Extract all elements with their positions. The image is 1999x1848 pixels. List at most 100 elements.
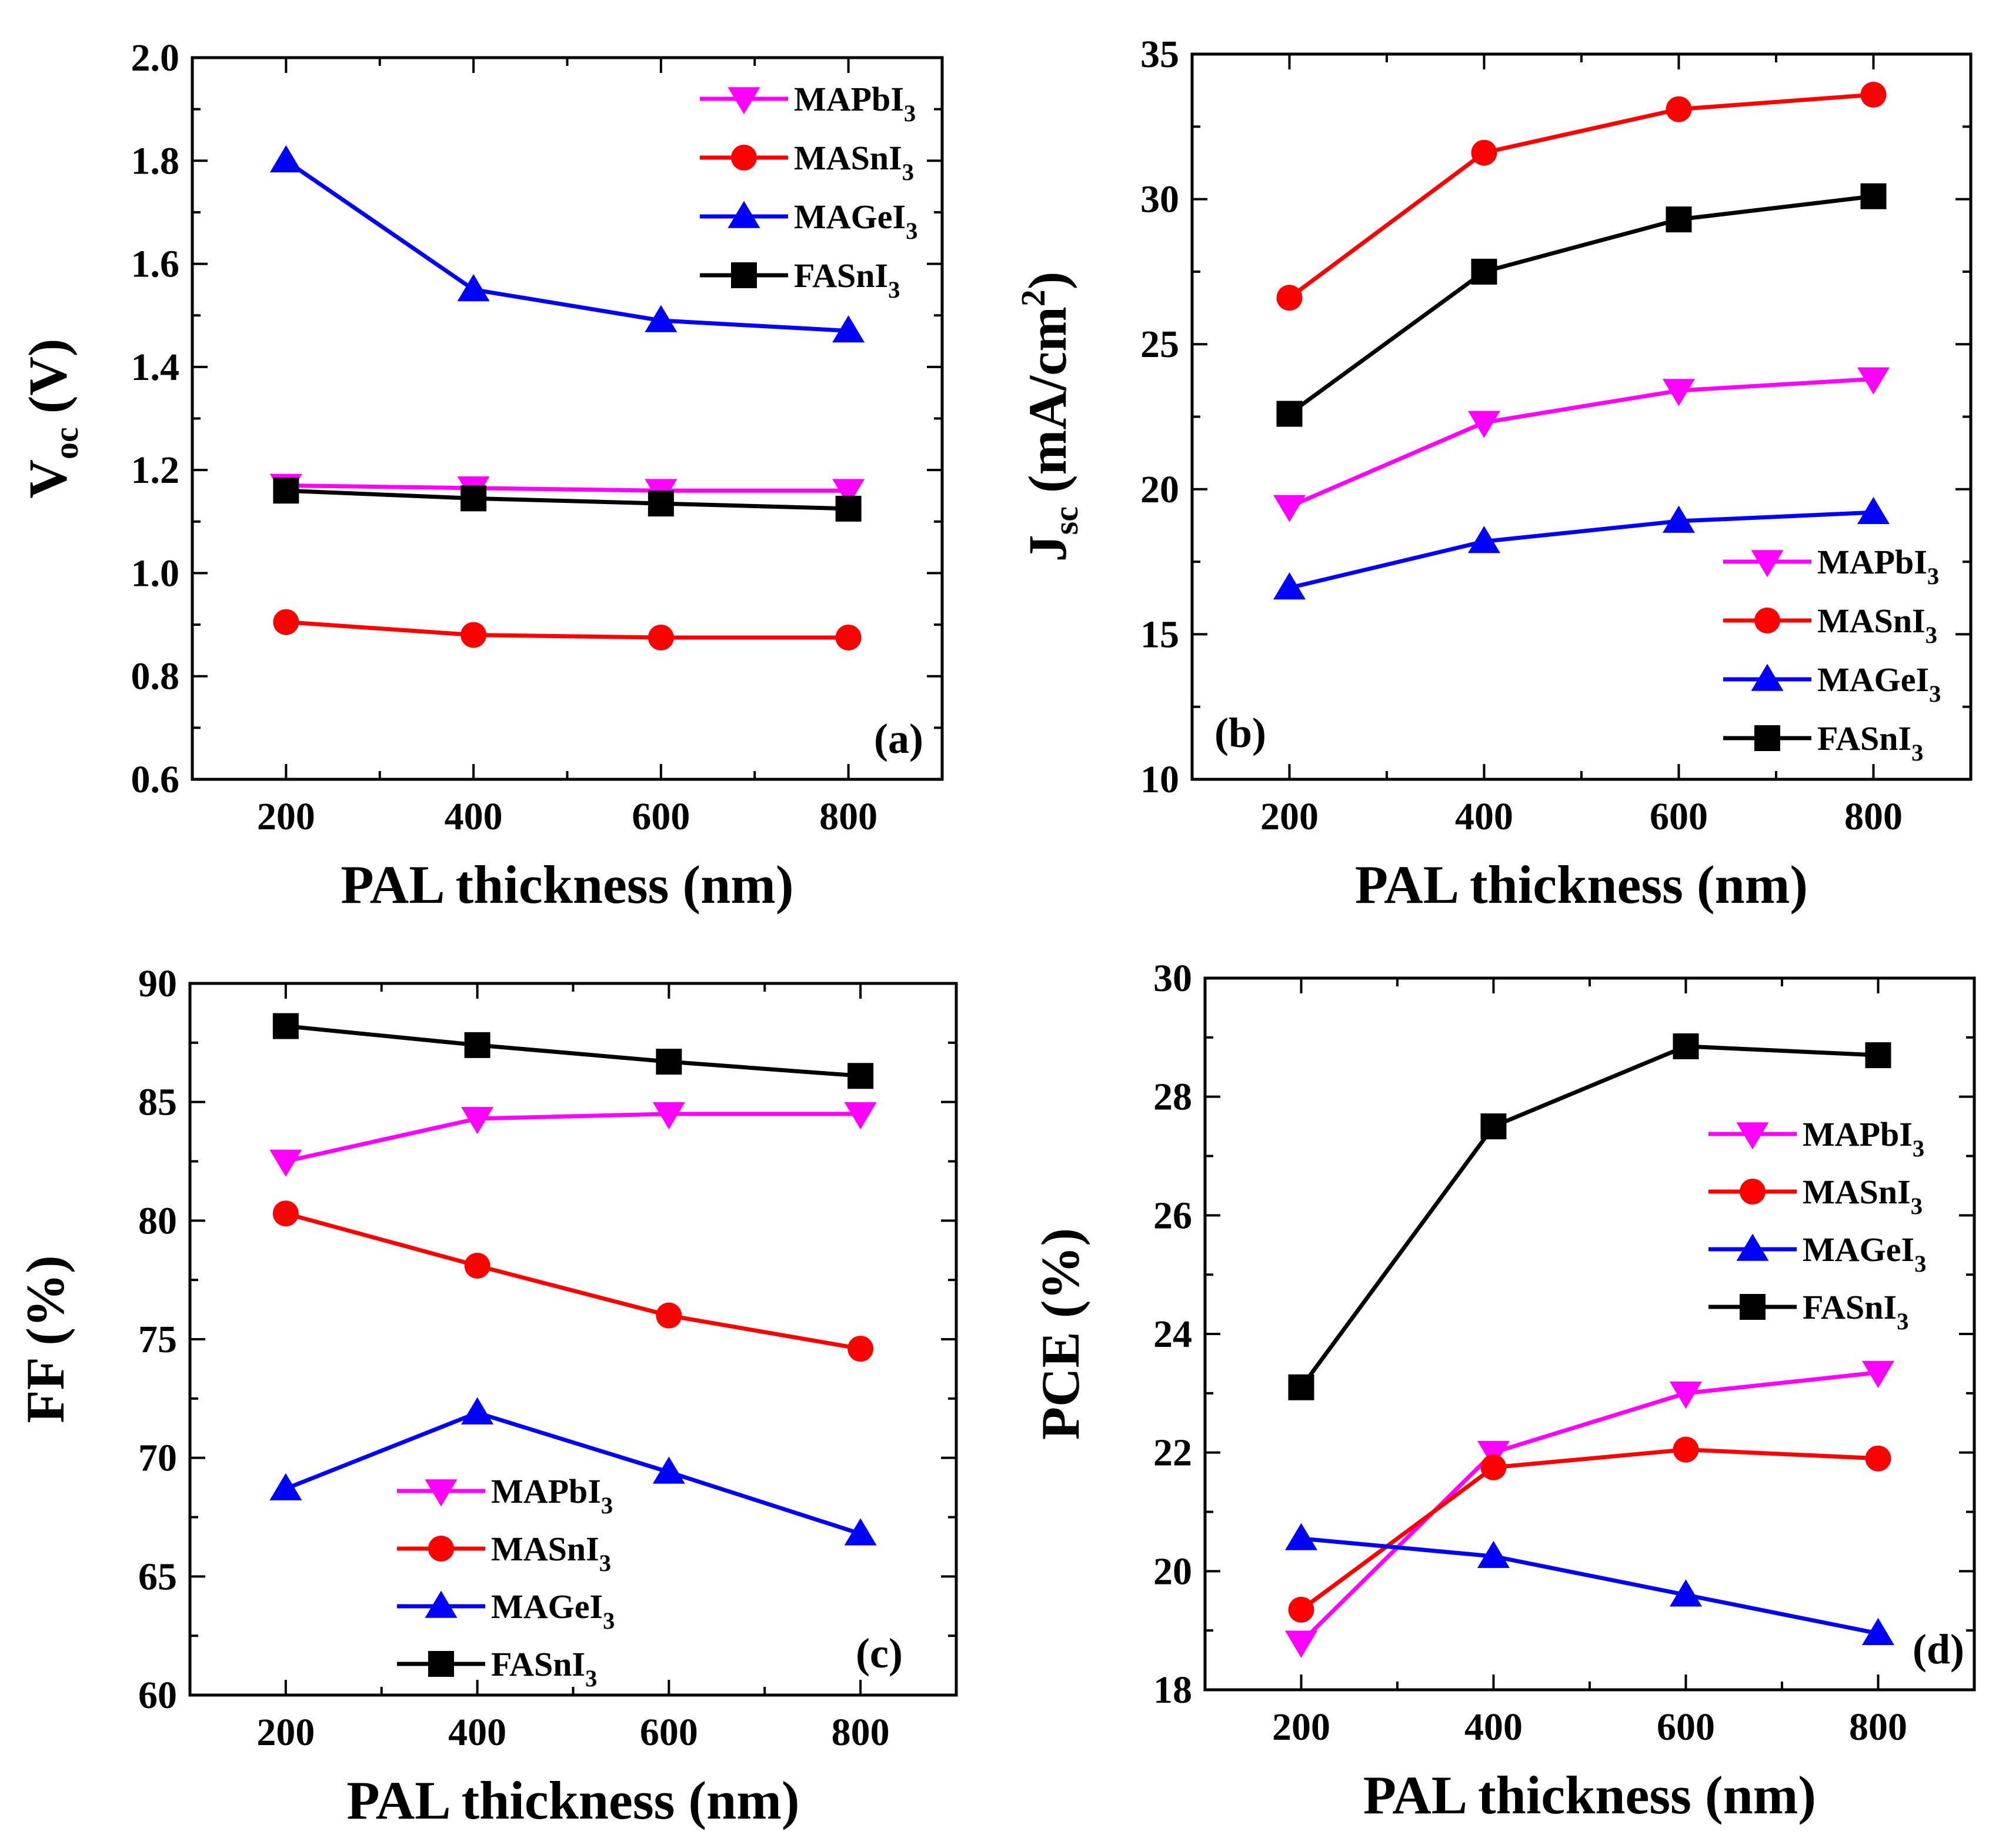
y-label-superscript: 2 (1014, 289, 1052, 306)
legend-label-subscript: 3 (904, 100, 916, 126)
y-tick-label: 30 (1153, 957, 1192, 1000)
series-line-MAPbI3 (1300, 1370, 1878, 1644)
data-point-MASnI3 (1865, 1445, 1891, 1472)
legend-label-main: MAPbI (491, 1472, 601, 1510)
data-point-MAPbI3 (1862, 1360, 1894, 1388)
y-tick-label: 0.6 (131, 758, 180, 801)
legend-item-MAGeI3: MAGeI3 (397, 1587, 615, 1634)
y-axis-label: FF (%) (15, 1255, 75, 1423)
x-tick-label: 400 (1464, 1706, 1523, 1749)
y-label-unit: (V) (18, 339, 78, 428)
legend-item-MAPbI3: MAPbI3 (700, 80, 916, 126)
series-line-MAPbI3 (285, 1112, 861, 1163)
legend-label-main: MAGeI (794, 198, 906, 236)
legend-item-MAGeI3: MAGeI3 (1708, 1230, 1926, 1277)
data-point-MASnI3 (847, 1336, 874, 1362)
data-point-MAGeI3 (832, 315, 865, 343)
legend-label: MASnI3 (491, 1530, 611, 1576)
y-tick-label: 0.8 (131, 655, 180, 698)
x-axis-label: PAL thickness (nm) (1363, 1765, 1816, 1825)
panel-label: (b) (1214, 709, 1266, 756)
series-line-FASnI3 (285, 1024, 861, 1078)
y-tick-label: 85 (138, 1081, 177, 1124)
series-line-FASnI3 (286, 488, 849, 511)
series-FASnI3 (272, 1013, 874, 1089)
y-label-main: V (18, 459, 78, 498)
x-tick-label: 400 (445, 795, 503, 838)
data-point-FASnI3 (648, 491, 674, 517)
data-point-MASnI3 (460, 622, 487, 648)
data-point-MAPbI3 (269, 1149, 302, 1177)
y-tick-label: 80 (138, 1199, 177, 1242)
data-point-MASnI3 (1288, 1596, 1314, 1623)
series-MAPbI3 (1285, 1360, 1894, 1658)
x-tick-label: 200 (1260, 795, 1319, 838)
legend-label-subscript: 3 (1925, 622, 1937, 648)
legend-marker (425, 1479, 458, 1507)
legend-marker (1754, 608, 1780, 633)
series-MAPbI3 (269, 1102, 877, 1177)
legend-label: MAPbI3 (1803, 1115, 1924, 1162)
series-line-MAGeI3 (285, 1410, 862, 1536)
x-tick-label: 800 (832, 1711, 890, 1754)
x-axis-label: PAL thickness (nm) (341, 855, 793, 915)
legend-item-FASnI3: FASnI3 (700, 256, 900, 303)
data-point-MAGeI3 (1857, 496, 1890, 525)
y-tick-label: 65 (138, 1555, 177, 1598)
legend-marker (727, 87, 760, 115)
series-MAGeI3 (269, 1397, 877, 1546)
legend-label-main: FASnI (491, 1645, 585, 1683)
series-MAPbI3 (1273, 367, 1890, 522)
legend-label: FASnI3 (794, 256, 900, 303)
x-tick-label: 200 (1272, 1706, 1330, 1749)
data-point-MAGeI3 (1862, 1617, 1894, 1646)
legend-marker (425, 1590, 458, 1618)
y-label-subscript: sc (1047, 506, 1085, 535)
data-point-FASnI3 (847, 1063, 874, 1089)
data-point-FASnI3 (460, 485, 487, 512)
data-point-FASnI3 (1860, 183, 1887, 209)
legend-label-subscript: 3 (1927, 563, 1939, 589)
series-line-FASnI3 (1299, 1044, 1878, 1389)
data-point-MAPbI3 (1468, 411, 1500, 438)
legend-item-MAPbI3: MAPbI3 (1723, 543, 1939, 589)
data-point-MAGeI3 (269, 1473, 302, 1500)
data-point-MAPbI3 (1857, 367, 1890, 395)
data-point-MASnI3 (835, 624, 862, 651)
legend-label-subscript: 3 (902, 159, 914, 185)
y-label-main: PCE (%) (1030, 1228, 1090, 1440)
series-line-MAGeI3 (1301, 1536, 1879, 1636)
data-point-MAGeI3 (1477, 1540, 1510, 1568)
legend-label-subscript: 3 (906, 218, 917, 244)
y-tick-label: 75 (138, 1318, 177, 1361)
y-tick-label: 30 (1140, 178, 1179, 221)
legend-item-FASnI3: FASnI3 (1708, 1288, 1908, 1335)
legend-label-subscript: 3 (1911, 739, 1923, 766)
x-tick-label: 600 (1650, 795, 1708, 838)
legend-item-MAPbI3: MAPbI3 (397, 1472, 613, 1519)
x-tick-label: 800 (819, 795, 877, 838)
data-point-FASnI3 (1666, 206, 1692, 233)
y-tick-label: 90 (138, 962, 177, 1005)
legend-label-subscript: 3 (1929, 681, 1941, 707)
data-point-FASnI3 (656, 1049, 682, 1075)
data-point-FASnI3 (1673, 1033, 1699, 1059)
data-point-MASnI3 (1666, 96, 1692, 122)
legend-item-MASnI3: MASnI3 (1723, 602, 1937, 648)
legend-marker (428, 1536, 454, 1562)
data-point-MASnI3 (1471, 139, 1497, 166)
legend-marker (1736, 1233, 1769, 1261)
series-MAGeI3 (1273, 496, 1890, 600)
y-tick-label: 1.2 (131, 449, 180, 492)
y-label-unit: (mA/cm (1017, 306, 1077, 506)
x-tick-label: 600 (640, 1711, 698, 1754)
legend-label-subscript: 3 (1913, 1135, 1924, 1162)
y-label-subscript: oc (47, 427, 85, 459)
series-line-MAPbI3 (1289, 376, 1874, 509)
data-point-MAPbI3 (461, 1107, 494, 1135)
legend-item-FASnI3: FASnI3 (397, 1645, 597, 1692)
y-tick-label: 26 (1153, 1194, 1192, 1237)
y-tick-label: 1.0 (131, 552, 180, 595)
legend-label-main: MASnI (794, 139, 902, 177)
